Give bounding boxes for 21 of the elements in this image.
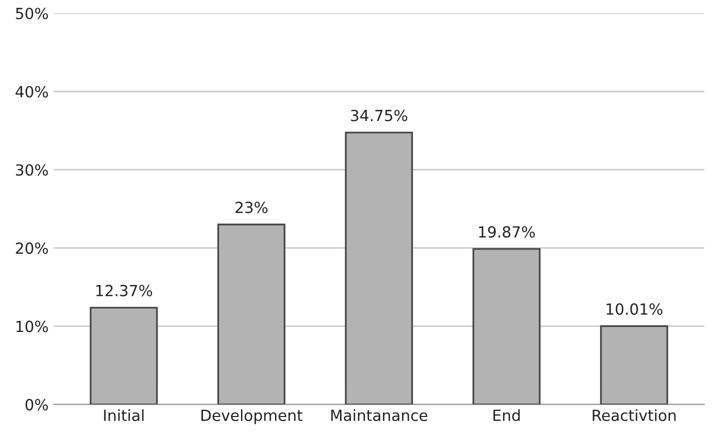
y-tick-label: 50% xyxy=(16,8,48,20)
y-tick-label: 0% xyxy=(26,398,48,410)
x-tick-label: Development xyxy=(201,409,302,424)
y-tick-label: 10% xyxy=(16,320,48,332)
y-tick-label: 40% xyxy=(16,86,48,98)
bar xyxy=(344,132,413,404)
x-tick-label: Reactivtion xyxy=(592,409,676,422)
data-label: 12.37% xyxy=(96,284,152,296)
bar xyxy=(90,306,158,404)
y-tick-label: 30% xyxy=(16,164,48,176)
x-tick-label: End xyxy=(494,409,520,422)
data-label: 23% xyxy=(236,202,268,214)
data-label: 10.01% xyxy=(606,303,662,315)
data-label: 19.87% xyxy=(479,226,535,238)
data-label: 34.75% xyxy=(350,110,408,122)
bar xyxy=(600,325,668,404)
bar xyxy=(217,224,286,404)
x-tick-label: Initial xyxy=(104,409,144,422)
bar xyxy=(472,248,541,404)
x-tick-label: Maintanance xyxy=(331,409,428,422)
y-tick-label: 20% xyxy=(16,242,48,254)
